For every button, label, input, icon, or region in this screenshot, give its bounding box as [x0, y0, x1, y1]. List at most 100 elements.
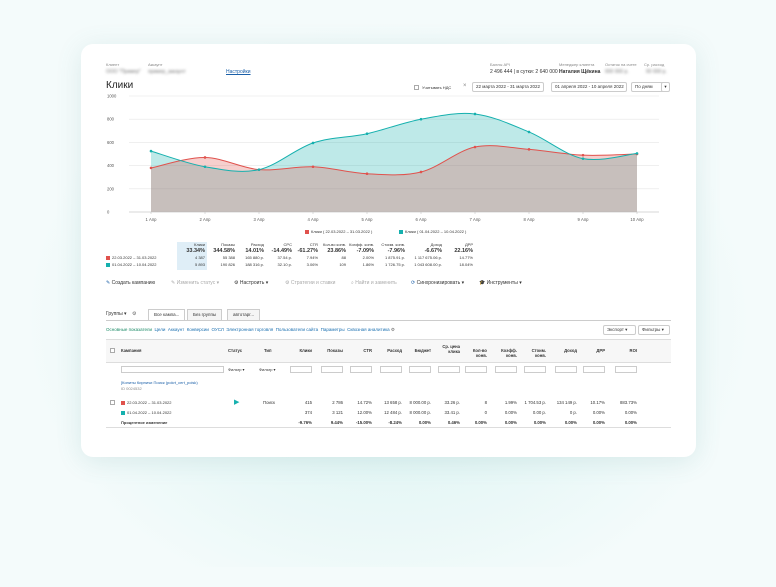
col-metric[interactable]: Коэфф. конв.	[501, 348, 517, 358]
type-filter[interactable]: Фильтр ▾	[259, 367, 276, 372]
tab-no-groups[interactable]: Без группы	[187, 309, 223, 320]
subnav-item-goals[interactable]: Цели	[154, 327, 166, 332]
summary-name[interactable]: Коэфф. конв.	[349, 242, 374, 247]
summary-delta: 33.34%	[186, 248, 205, 254]
y-tick-label: 0	[107, 210, 110, 215]
table-row-3-label: Процентное изменение	[121, 420, 168, 425]
col-metric[interactable]: Расход	[387, 348, 402, 353]
find-replace-button[interactable]: ⌕ Найти и заменить	[351, 280, 397, 286]
col-metric[interactable]: ROI	[629, 348, 637, 353]
date-range-primary[interactable]: 22 марта 2022 - 31 марта 2022	[472, 82, 544, 92]
table-cell: -15.00%	[355, 420, 372, 425]
data-point	[635, 152, 639, 155]
col-type[interactable]: Тип	[264, 348, 272, 353]
legend-series-1[interactable]: Клики ( 22.03.2022 – 31.03.2022 )	[305, 229, 372, 234]
metric-filter-input[interactable]	[524, 366, 546, 373]
campaign-name-link[interactable]: [Копиты Кирпичи Поиск (pokrt_cert_poisk)	[121, 380, 198, 385]
summary-name[interactable]: Расход	[250, 242, 264, 247]
legend-series-2[interactable]: Клики ( 01.04.2022 – 10.04.2022 )	[399, 229, 466, 234]
table-cell: -9.76%	[298, 420, 312, 425]
data-point	[473, 112, 477, 116]
col-status[interactable]: Статус	[228, 348, 243, 353]
subnav-item-analytics[interactable]: Сквозная аналитика	[347, 327, 390, 332]
export-button[interactable]: Экспорт ▾	[603, 325, 636, 335]
swap-icon[interactable]: ×	[463, 83, 467, 89]
col-metric[interactable]: Клики	[299, 348, 312, 353]
metric-filter-input[interactable]	[615, 366, 637, 373]
metric-filter-input[interactable]	[438, 366, 460, 373]
metric-filter-input[interactable]	[465, 366, 487, 373]
subnav-item-account[interactable]: Аккаунт	[167, 327, 185, 332]
table-row-1-text: 22.03.2022 – 31.03.2022	[127, 400, 172, 405]
summary-name[interactable]: Показы	[221, 242, 235, 247]
metric-filter-input[interactable]	[409, 366, 431, 373]
tools-button[interactable]: 🎓 Инструменты ▾	[479, 280, 522, 286]
summary-name[interactable]: Кол-во конв.	[322, 242, 346, 247]
strategies-button[interactable]: ⚙ Стратегии и ставки	[285, 280, 335, 286]
summary-v2: 3.06%	[306, 262, 318, 267]
gear-icon[interactable]: ⚙	[390, 327, 395, 332]
summary-delta: -7.96%	[387, 248, 405, 254]
create-campaign-label: Создать кампанию	[111, 280, 156, 286]
summary-name[interactable]: CPC	[283, 242, 292, 247]
col-metric[interactable]: Ср. цена клика	[442, 344, 460, 354]
subnav-item-site-users[interactable]: Пользователи сайта	[275, 327, 319, 332]
x-tick-label: 10 Апр	[630, 217, 644, 222]
summary-name[interactable]: CTR	[309, 242, 318, 247]
summary-v2: 32.10 р.	[277, 262, 292, 267]
chevron-down-icon[interactable]: ▾	[661, 82, 670, 92]
select-all-checkbox[interactable]	[110, 348, 115, 353]
table-cell: 0.00%	[504, 410, 517, 415]
groups-dropdown[interactable]: Группы ▾ ⚙	[106, 311, 137, 317]
metric-filter-input[interactable]	[583, 366, 605, 373]
subnav-item-ousl[interactable]: ОУСЛ	[211, 327, 224, 332]
subnav-item-parameters[interactable]: Параметры	[320, 327, 345, 332]
col-metric[interactable]: Кол-во конв.	[472, 348, 487, 358]
table-cell: 0.00%	[624, 420, 637, 425]
summary-name[interactable]: Клики	[194, 242, 205, 247]
col-metric[interactable]: Бюджет	[414, 348, 431, 353]
client-value[interactable]: ООО "Пример"	[106, 69, 141, 75]
type-filter-label: Фильтр	[259, 367, 273, 372]
data-point	[581, 157, 585, 160]
col-metric[interactable]: CTR	[363, 348, 372, 353]
configure-button[interactable]: ⚙ Настроить ▾	[234, 280, 269, 286]
col-metric[interactable]: Показы	[327, 348, 343, 353]
table-cell: 14.72%	[357, 400, 372, 405]
subnav-item-main[interactable]: Основные показатели	[106, 327, 153, 332]
table-row-2-text: 01.04.2022 – 10.04.2022	[127, 410, 172, 415]
tab-all-campaigns[interactable]: Все кампа...	[148, 309, 186, 321]
gear-icon[interactable]: ⚙	[131, 311, 137, 317]
filters-button[interactable]: Фильтры ▾	[638, 325, 670, 335]
vat-checkbox[interactable]	[414, 85, 419, 90]
subnav-item-conversions[interactable]: Конверсии	[186, 327, 209, 332]
row-checkbox[interactable]	[110, 400, 115, 405]
settings-link[interactable]: Настройки	[226, 69, 251, 75]
col-metric[interactable]: Стоим. конв.	[531, 348, 546, 358]
summary-name[interactable]: Стоим. конв.	[381, 242, 405, 247]
metric-filter-input[interactable]	[555, 366, 577, 373]
sync-button[interactable]: ⟳ Синхронизировать ▾	[411, 280, 465, 286]
metric-filter-input[interactable]	[290, 366, 312, 373]
table-cell: 0 р.	[569, 410, 577, 415]
play-icon[interactable]: ▶	[234, 399, 240, 406]
col-metric[interactable]: Доход	[564, 348, 577, 353]
table-cell: 33.26 р.	[444, 400, 460, 405]
tab-autotargeting[interactable]: автотарг...	[227, 309, 261, 320]
summary-name[interactable]: ДРР	[464, 242, 473, 247]
metric-filter-input[interactable]	[495, 366, 517, 373]
change-status-button[interactable]: ✎ Изменить статус ▾	[171, 280, 220, 286]
metric-filter-input[interactable]	[350, 366, 372, 373]
date-range-compare[interactable]: 01 апреля 2022 - 10 апреля 2022	[551, 82, 627, 92]
col-campaign[interactable]: Кампания	[121, 348, 142, 353]
create-campaign-button[interactable]: ✎ Создать кампанию	[106, 280, 155, 286]
campaign-filter-input[interactable]	[121, 366, 224, 373]
account-value[interactable]: пример_аккаунт	[148, 69, 186, 75]
metric-filter-input[interactable]	[321, 366, 343, 373]
metric-filter-input[interactable]	[380, 366, 402, 373]
x-tick-label: 3 Апр	[254, 217, 266, 222]
status-filter[interactable]: Фильтр ▾	[228, 367, 245, 372]
summary-name[interactable]: Доход	[430, 242, 442, 247]
col-metric[interactable]: ДРР	[596, 348, 605, 353]
subnav-item-ecommerce[interactable]: Электронная торговля	[226, 327, 274, 332]
